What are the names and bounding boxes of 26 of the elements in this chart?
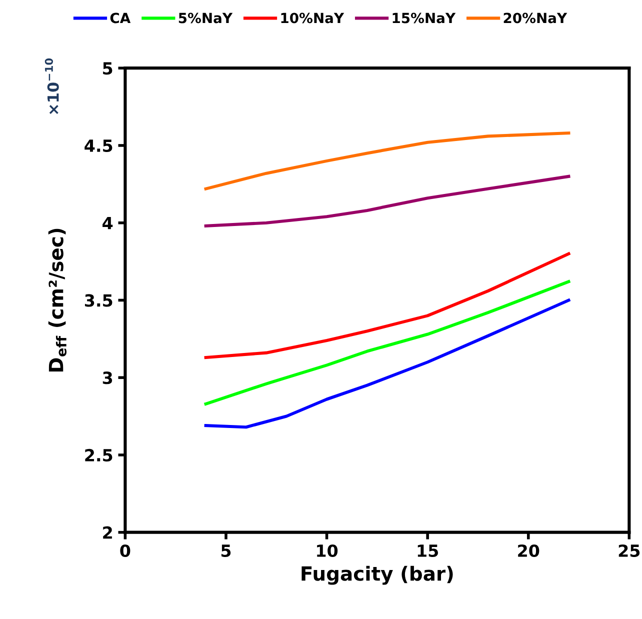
y-axis-title: D$_{eff}$ (cm²/sec)	[48, 228, 67, 372]
line-series	[204, 252, 570, 360]
y-tick-label: 4.5	[84, 140, 112, 152]
line-series	[204, 174, 570, 228]
line-series	[204, 132, 570, 190]
legend-label: CA	[110, 12, 131, 24]
y-tick-label: 2.5	[85, 448, 112, 462]
legend-label: 15%NaY	[392, 12, 456, 24]
x-tick-label: 15	[418, 544, 438, 558]
x-tick-label: 5	[221, 544, 231, 558]
text: ×10$^{−10}$	[44, 58, 59, 114]
legend-label: 10%NaY	[281, 12, 344, 24]
y-tick-label: 2	[103, 526, 112, 539]
y-tick-label: 3.5	[84, 294, 112, 307]
legend-label: 20%NaY	[504, 12, 568, 24]
x-tick-label: 25	[618, 544, 640, 558]
line-series	[204, 298, 570, 429]
legend-label: 5%NaY	[178, 12, 233, 24]
y-tick-label: 4	[102, 217, 113, 230]
x-tick-label: 20	[518, 544, 540, 558]
y-tick-label: 5	[103, 62, 112, 75]
x-tick-label: 10	[317, 544, 338, 558]
y-tick-label: 3	[102, 372, 112, 384]
x-tick-label: 0	[120, 544, 130, 558]
line-series	[204, 280, 570, 406]
x-axis-title: Fugacity (bar)	[302, 566, 453, 585]
